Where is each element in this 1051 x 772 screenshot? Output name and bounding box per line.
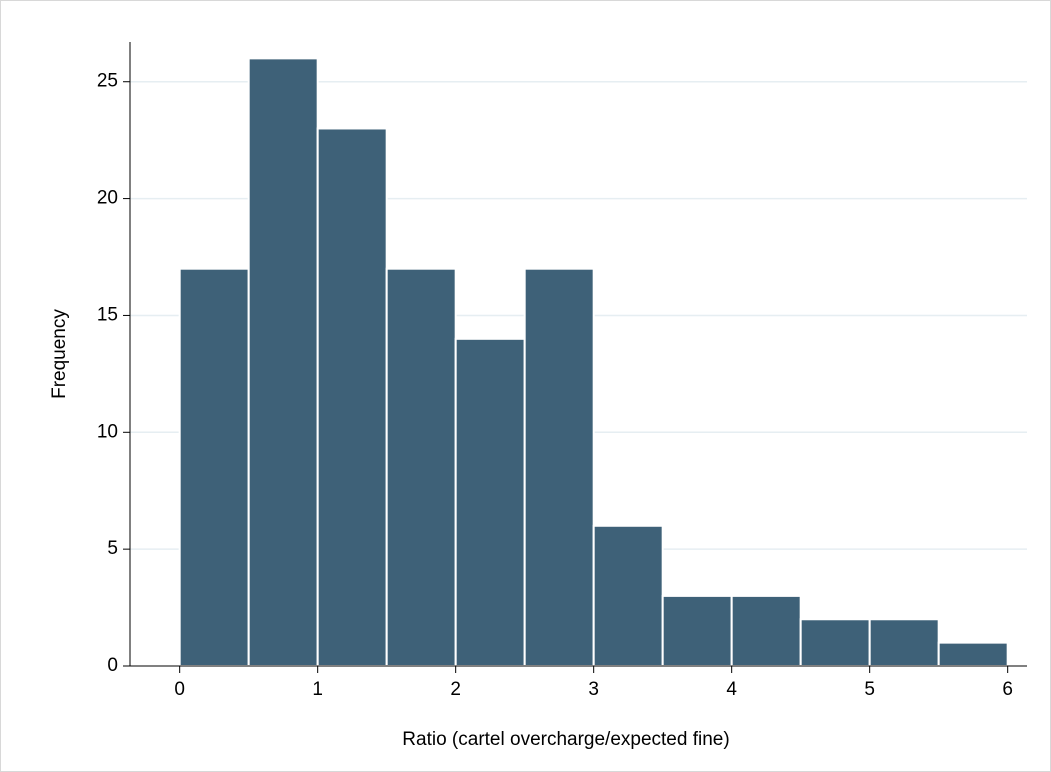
bar — [661, 594, 733, 667]
bar — [592, 524, 664, 667]
bar — [799, 618, 871, 667]
bar — [868, 618, 940, 667]
y-axis-label: Frequency — [49, 309, 70, 399]
x-tick-label: 6 — [1002, 679, 1013, 700]
x-tick-label: 5 — [864, 679, 875, 700]
bar — [730, 594, 802, 667]
bar — [385, 267, 457, 667]
y-tick-label: 10 — [97, 421, 118, 442]
x-tick-label: 3 — [588, 679, 599, 700]
x-tick-label: 2 — [450, 679, 461, 700]
x-axis-label: Ratio (cartel overcharge/expected fine) — [402, 729, 729, 750]
bar — [316, 127, 388, 667]
y-tick-label: 15 — [97, 304, 118, 325]
x-tick-label: 1 — [312, 679, 323, 700]
bar — [178, 267, 250, 667]
x-tick-label: 0 — [174, 679, 185, 700]
bar — [523, 267, 595, 667]
y-tick-label: 20 — [97, 188, 118, 209]
x-tick-label: 4 — [726, 679, 737, 700]
y-tick-label: 0 — [107, 655, 118, 676]
y-tick-label: 25 — [97, 71, 118, 92]
bar — [247, 57, 319, 667]
y-tick-label: 5 — [107, 538, 118, 559]
bar — [937, 641, 1009, 667]
bar — [454, 337, 526, 667]
